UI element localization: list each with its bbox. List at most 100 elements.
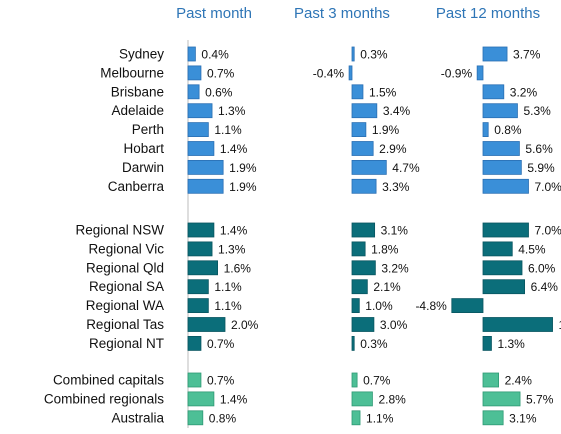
row-label-hobart: Hobart [123,141,164,156]
panel-header-past-3-months: Past 3 months [294,5,390,22]
value-label-brisbane-past-12-months: 3.2% [510,85,538,99]
bar-regional-qld-past-3-months [351,260,376,276]
bar-darwin-past-12-months [482,159,522,175]
bar-adelaide-past-12-months [482,103,518,119]
value-label-regional-tas-past-12-months: 10.7% [559,318,561,332]
bar-sydney-past-3-months [351,46,355,62]
bar-canberra-past-month [187,178,224,194]
value-label-regional-sa-past-12-months: 6.4% [531,280,559,294]
bar-melbourne-past-3-months [348,65,353,81]
bar-regional-nsw-past-3-months [351,222,376,238]
bar-australia-past-3-months [351,410,361,426]
bar-australia-past-12-months [482,410,504,426]
value-label-regional-wa-past-12-months: -4.8% [415,299,447,313]
bar-hobart-past-month [187,141,215,156]
value-label-brisbane-past-3-months: 1.5% [369,85,397,99]
row-label-regional-nsw: Regional NSW [75,223,164,238]
bar-melbourne-past-12-months [476,65,484,81]
row-label-regional-vic: Regional Vic [88,241,164,256]
value-label-adelaide-past-month: 1.3% [218,104,246,118]
value-label-regional-vic-past-12-months: 4.5% [518,242,546,256]
value-label-regional-nt-past-3-months: 0.3% [360,337,388,351]
value-label-regional-qld-past-month: 1.6% [224,261,252,275]
bar-regional-tas-past-month [187,317,226,332]
value-label-combined-capitals-past-month: 0.7% [207,374,235,388]
value-label-regional-wa-past-3-months: 1.0% [365,299,393,313]
value-label-regional-tas-past-month: 2.0% [231,318,259,332]
bar-regional-qld-past-12-months [482,260,523,276]
value-label-darwin-past-3-months: 4.7% [392,161,420,175]
bar-combined-regionals-past-3-months [351,391,373,407]
bar-canberra-past-3-months [351,178,377,194]
value-label-canberra-past-12-months: 7.0% [535,180,561,194]
row-label-regional-nt: Regional NT [89,336,164,351]
bar-melbourne-past-month [187,65,202,81]
bar-regional-vic-past-month [187,241,213,257]
row-label-darwin: Darwin [122,160,164,175]
bar-perth-past-12-months [482,122,489,137]
bar-canberra-past-12-months [482,178,529,194]
value-label-canberra-past-3-months: 3.3% [382,180,410,194]
value-label-melbourne-past-month: 0.7% [207,66,235,80]
row-label-regional-tas: Regional Tas [86,317,164,332]
bar-regional-wa-past-12-months [451,298,484,314]
row-label-combined-regionals: Combined regionals [44,391,164,406]
bar-regional-vic-past-3-months [351,241,366,257]
value-label-adelaide-past-3-months: 3.4% [383,104,411,118]
bar-regional-nsw-past-month [187,222,215,238]
bar-adelaide-past-month [187,103,213,119]
value-label-melbourne-past-3-months: -0.4% [313,66,345,80]
row-label-melbourne: Melbourne [100,65,164,80]
row-label-regional-sa: Regional SA [89,279,164,294]
bar-regional-vic-past-12-months [482,241,513,257]
value-label-perth-past-12-months: 0.8% [494,123,522,137]
value-label-regional-nt-past-12-months: 1.3% [497,337,525,351]
bar-regional-tas-past-3-months [351,317,375,332]
value-label-regional-vic-past-3-months: 1.8% [371,242,399,256]
panel-header-past-12-months: Past 12 months [436,5,540,22]
value-label-regional-tas-past-3-months: 3.0% [380,318,408,332]
bar-regional-nt-past-12-months [482,335,492,351]
bar-regional-sa-past-month [187,279,209,295]
bar-brisbane-past-3-months [351,84,364,100]
bar-regional-sa-past-12-months [482,279,525,295]
value-label-adelaide-past-12-months: 5.3% [523,104,551,118]
value-label-combined-regionals-past-3-months: 2.8% [378,392,406,406]
row-label-perth: Perth [132,122,164,137]
bar-hobart-past-12-months [482,141,520,156]
value-label-combined-capitals-past-3-months: 0.7% [363,374,391,388]
bar-regional-qld-past-month [187,260,219,276]
value-label-sydney-past-12-months: 3.7% [513,48,541,62]
bar-combined-regionals-past-month [187,391,215,407]
bar-darwin-past-3-months [351,159,387,175]
bar-darwin-past-month [187,159,224,175]
bar-regional-wa-past-3-months [351,298,360,314]
value-label-regional-sa-past-month: 1.1% [214,280,242,294]
value-label-perth-past-3-months: 1.9% [372,123,400,137]
value-label-regional-wa-past-month: 1.1% [214,299,242,313]
value-label-sydney-past-month: 0.4% [201,48,229,62]
value-label-regional-vic-past-month: 1.3% [218,242,246,256]
bar-australia-past-month [187,410,204,426]
value-label-brisbane-past-month: 0.6% [205,85,233,99]
bar-combined-capitals-past-3-months [351,372,358,388]
value-label-sydney-past-3-months: 0.3% [360,48,388,62]
row-label-australia: Australia [111,410,164,425]
value-label-canberra-past-month: 1.9% [229,180,257,194]
row-label-brisbane: Brisbane [111,84,164,99]
bar-regional-tas-past-12-months [482,317,553,332]
panel-header-past-month: Past month [176,5,252,22]
value-label-hobart-past-3-months: 2.9% [379,142,407,156]
value-label-regional-nsw-past-12-months: 7.0% [535,224,561,238]
row-label-regional-wa: Regional WA [86,298,164,313]
value-label-hobart-past-month: 1.4% [220,142,248,156]
bar-regional-sa-past-3-months [351,279,368,295]
value-label-regional-qld-past-12-months: 6.0% [528,261,556,275]
value-label-combined-regionals-past-month: 1.4% [220,392,248,406]
bar-hobart-past-3-months [351,141,374,156]
bar-regional-nt-past-3-months [351,335,355,351]
row-label-adelaide: Adelaide [111,103,164,118]
value-label-hobart-past-12-months: 5.6% [525,142,553,156]
value-label-darwin-past-month: 1.9% [229,161,257,175]
